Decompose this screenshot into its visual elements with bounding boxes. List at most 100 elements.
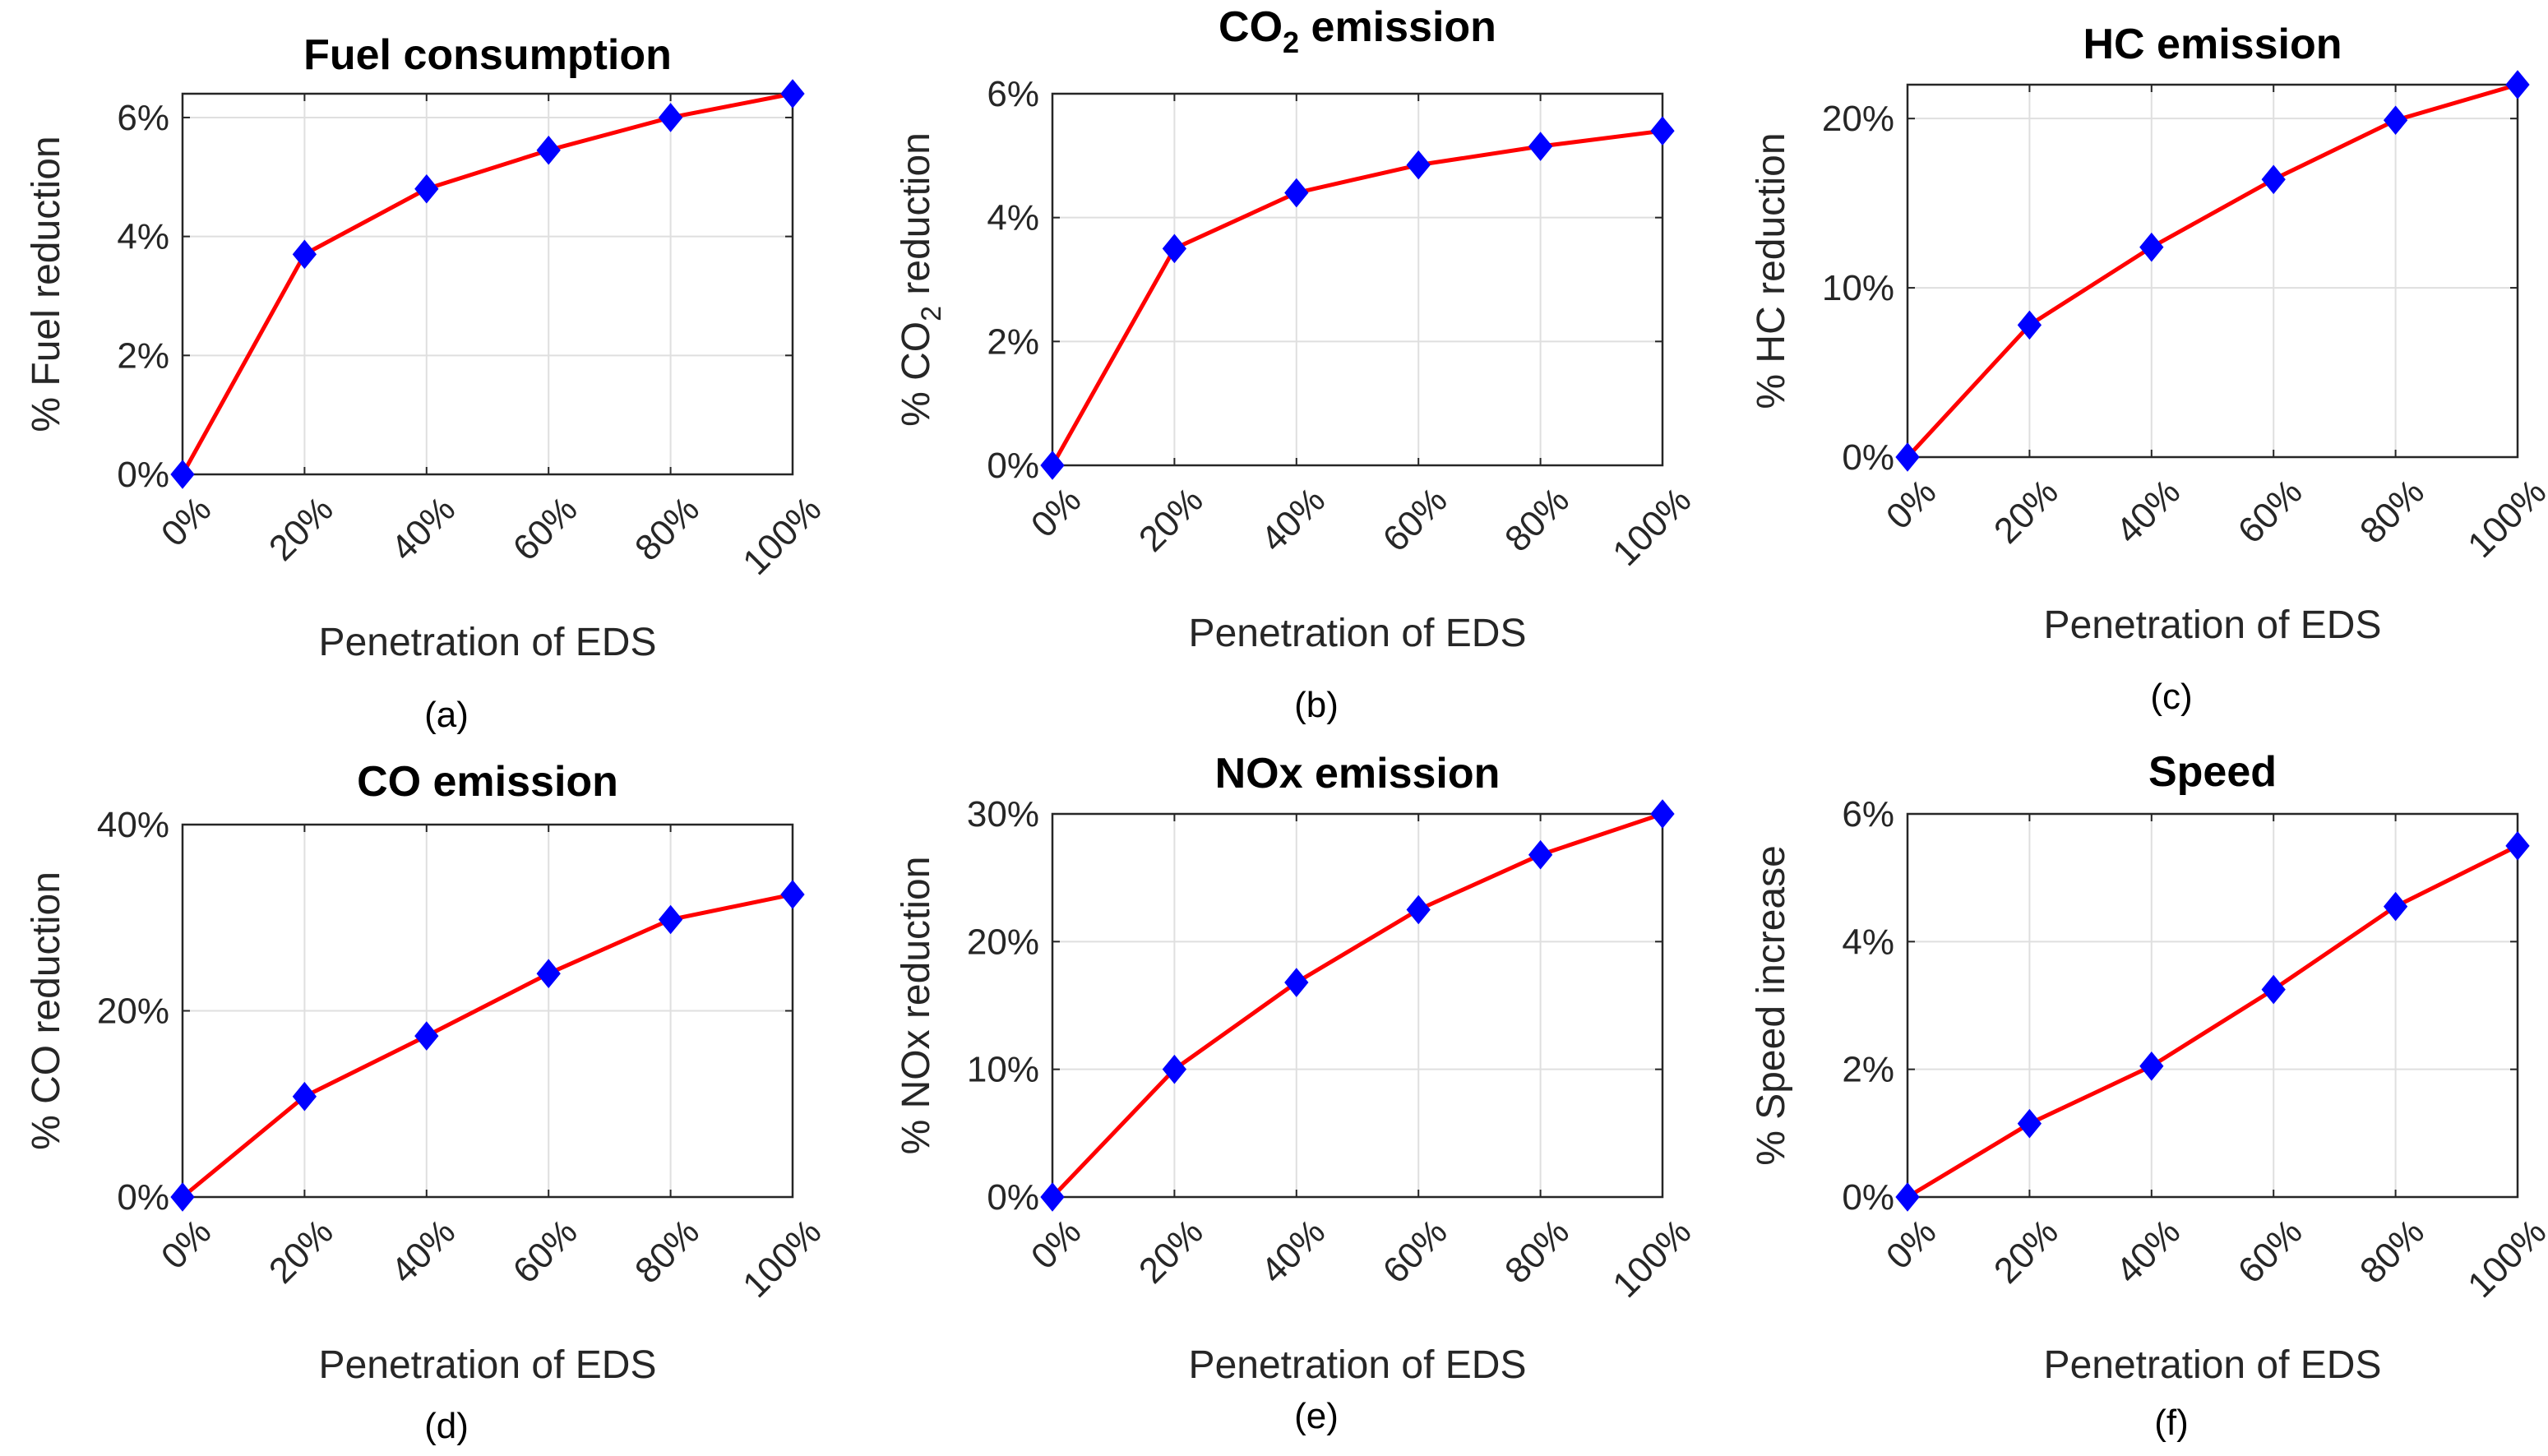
x-axis-label: Penetration of EDS [1189,612,1527,655]
data-point-marker [1650,116,1675,146]
chart-panel-e: 0% 10% 20% 30% 0% 20% 40% 60% 80% 100% NOx emissio… [895,750,1699,1436]
data-point-marker [1895,1182,1920,1212]
x-tick-label: 60% [2231,472,2310,552]
x-axis-label: Penetration of EDS [319,621,657,664]
x-tick-label: 0% [1879,1212,1945,1278]
chart-title: Speed [2148,748,2277,796]
chart-panel-f: 0% 2% 4% 6% 0% 20% 40% 60% 80% 100% Speed Penetrati… [1750,748,2548,1443]
x-tick-label: 80% [627,489,707,569]
data-point-marker [658,103,683,132]
x-tick-label: 0% [1024,480,1089,546]
y-tick-label: 6% [1842,794,1894,834]
data-point-marker [2139,1051,2164,1081]
data-point-marker [1650,799,1675,829]
data-point-marker [2383,891,2408,922]
data-point-marker [170,460,195,489]
y-tick-label: 10% [967,1050,1039,1090]
x-tick-label: 0% [154,1212,220,1278]
x-tick-label: 100% [735,1212,829,1306]
series-line [1906,82,2518,459]
data-point-marker [1162,233,1187,264]
data-point-marker [2261,974,2286,1005]
plot-area [1052,94,1662,465]
x-tick-label: 80% [627,1212,707,1292]
data-point-marker [1040,1182,1065,1212]
y-axis-label: % CO2 reduction [895,132,947,427]
x-axis-label: Penetration of EDS [2044,1343,2382,1387]
y-axis-label: % CO reduction [25,871,68,1150]
chart-title: NOx emission [1215,750,1501,797]
data-point-marker [414,1021,439,1051]
data-point-marker [2017,1108,2042,1139]
axes-frame [1906,812,2519,1199]
x-tick-label: 0% [1024,1212,1089,1278]
panel-caption: (c) [2150,677,2192,717]
y-tick-label: 20% [967,922,1039,962]
x-tick-label: 20% [1986,1212,2066,1292]
data-point-marker [1406,150,1431,180]
x-tick-label: 100% [1605,480,1699,574]
y-tick-label: 0% [987,1177,1039,1218]
plot-area [1052,814,1662,1197]
y-tick-label: 6% [987,74,1039,114]
x-tick-label: 100% [735,489,829,583]
data-point-marker [536,135,561,165]
y-tick-label: 4% [1842,922,1894,962]
x-tick-label: 0% [154,489,220,555]
chart-title: CO2 emission [1219,3,1496,59]
x-tick-label: 40% [1253,1212,1333,1292]
data-point-marker [170,1182,195,1212]
data-point-marker [1162,1054,1187,1084]
y-tick-label: 2% [117,335,169,376]
data-point-marker [658,904,683,935]
x-tick-label: 20% [1131,1212,1211,1292]
y-tick-label: 6% [117,98,169,138]
chart-panel-c: 0% 10% 20% 0% 20% 40% 60% 80% 100% HC emission Pen… [1750,21,2548,717]
y-tick-label: 4% [117,217,169,257]
y-tick-label: 40% [97,805,169,845]
data-point-marker [2139,232,2164,262]
y-tick-label: 0% [1842,1177,1894,1218]
x-tick-label: 60% [506,489,585,569]
data-point-marker [536,959,561,988]
data-point-marker [1528,839,1553,870]
x-axis-label: Penetration of EDS [2044,603,2382,647]
series-line [180,91,793,476]
data-point-marker [1284,968,1309,997]
y-tick-label: 0% [1842,437,1894,478]
axes-frame [1906,83,2519,459]
axes-frame [181,92,794,476]
series-line [1051,811,1663,1199]
x-tick-label: 40% [2108,1212,2188,1292]
y-tick-label: 4% [987,198,1039,238]
plot-area [183,94,793,474]
data-point-marker [414,173,439,204]
x-tick-label: 40% [2108,472,2188,552]
y-tick-label: 20% [1822,99,1894,139]
data-point-marker [2261,164,2286,195]
x-tick-label: 60% [2231,1212,2310,1292]
y-tick-label: 0% [987,446,1039,486]
data-point-marker [780,79,805,109]
x-tick-label: 20% [261,489,341,569]
plot-area [1908,814,2518,1197]
chart-title: Fuel consumption [303,31,672,79]
x-tick-label: 80% [1497,480,1577,560]
series-line [1906,844,2519,1199]
x-tick-label: 20% [261,1212,341,1292]
x-tick-label: 60% [1376,480,1455,560]
y-tick-label: 30% [967,794,1039,834]
y-tick-label: 2% [1842,1050,1894,1090]
x-tick-label: 40% [383,1212,463,1292]
chart-title: HC emission [2083,21,2342,68]
data-point-marker [292,1081,317,1112]
panel-caption: (a) [424,695,469,735]
panel-caption: (f) [2154,1403,2189,1443]
y-axis-label: % Fuel reduction [25,136,68,432]
panel-caption: (b) [1294,685,1339,725]
x-tick-label: 20% [1986,472,2066,552]
x-axis-label: Penetration of EDS [319,1343,657,1387]
y-tick-label: 0% [117,455,169,495]
series-line [1050,128,1663,467]
